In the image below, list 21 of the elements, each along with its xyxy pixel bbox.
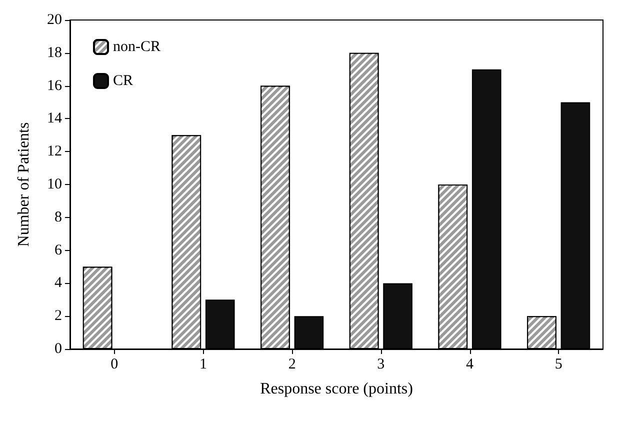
- y-tick-label: 8: [54, 209, 62, 226]
- y-tick-label: 0: [54, 341, 62, 357]
- y-tick-label: 4: [54, 275, 62, 292]
- y-tick-label: 20: [47, 12, 62, 28]
- x-tick-label: 1: [200, 356, 207, 372]
- y-tick-label: 2: [54, 308, 62, 324]
- x-tick-label: 2: [288, 356, 296, 372]
- y-tick-label: 16: [47, 78, 62, 94]
- y-tick-label: 10: [47, 176, 62, 192]
- x-tick-label: 4: [466, 356, 474, 372]
- y-tick-label: 14: [47, 110, 62, 127]
- x-tick-label: 0: [110, 356, 118, 372]
- y-tick-label: 6: [54, 242, 62, 258]
- x-tick-label: 3: [377, 356, 385, 372]
- legend-label: CR: [113, 73, 134, 89]
- y-tick-label: 12: [47, 144, 62, 160]
- y-tick-label: 18: [47, 44, 62, 61]
- legend-label: non-CR: [113, 39, 161, 55]
- x-tick-label: 5: [554, 356, 562, 372]
- x-axis-title: Response score (points): [260, 380, 413, 398]
- y-axis-title: Number of Patients: [16, 122, 32, 247]
